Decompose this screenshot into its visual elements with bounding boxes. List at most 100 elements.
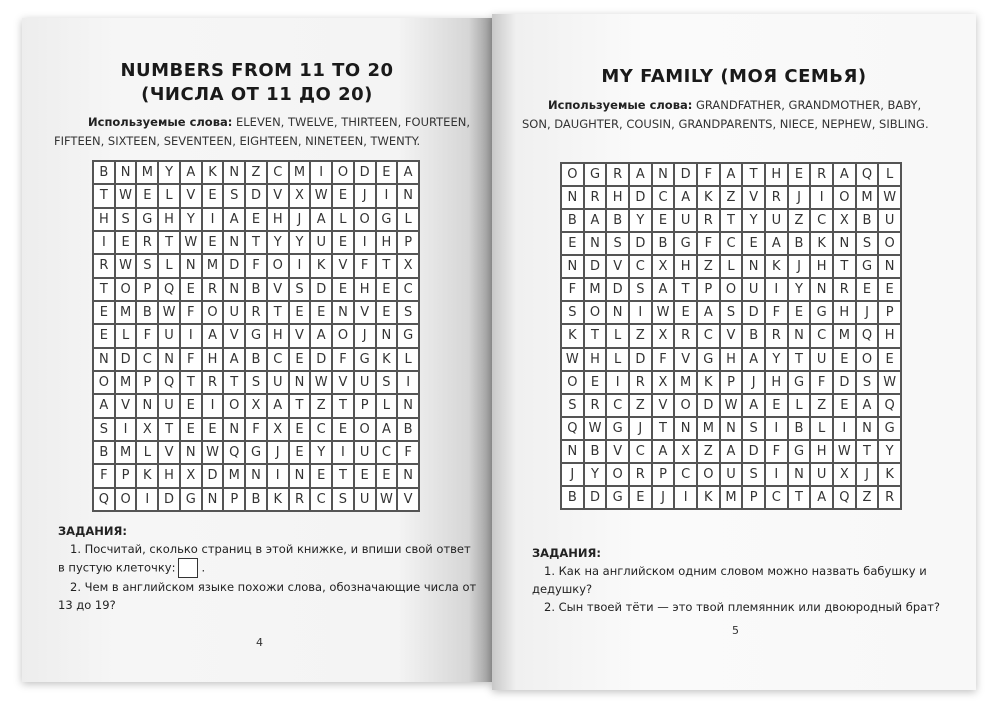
grid-cell: E [674, 301, 697, 325]
grid-cell: B [397, 417, 419, 441]
grid-cell: J [288, 207, 311, 231]
grid-cell: J [787, 186, 811, 210]
grid-cell: W [310, 184, 333, 208]
grid-cell: S [628, 278, 652, 302]
grid-cell: T [93, 184, 115, 208]
grid-cell: L [606, 324, 629, 348]
grid-cell: E [375, 464, 398, 488]
grid-cell: E [332, 231, 354, 255]
grid-cell: G [583, 163, 607, 187]
grid-cell: N [288, 371, 311, 395]
grid-cell: X [832, 462, 856, 486]
grid-cell: C [810, 209, 833, 233]
grid-cell: N [810, 278, 833, 302]
grid-cell: V [353, 301, 376, 325]
grid-cell: S [397, 301, 419, 325]
grid-cell: T [674, 278, 697, 302]
grid-cell: K [764, 255, 788, 279]
grid-cell: H [606, 186, 629, 210]
grid-cell: V [719, 324, 743, 348]
grid-cell: N [397, 184, 419, 208]
grid-cell: Z [855, 485, 879, 509]
grid-cell: F [332, 347, 354, 371]
grid-cell: E [375, 161, 398, 185]
answer-box[interactable] [178, 558, 199, 578]
grid-cell: Y [310, 441, 333, 465]
grid-cell: Q [878, 393, 901, 417]
grid-cell: A [674, 186, 697, 210]
grid-cell: E [332, 277, 354, 301]
grid-cell: G [787, 439, 811, 463]
grid-cell: R [628, 462, 652, 486]
grid-cell: H [266, 324, 289, 348]
grid-cell: C [696, 324, 720, 348]
grid-cell: T [93, 277, 115, 301]
grid-cell: E [332, 417, 354, 441]
grid-cell: E [288, 301, 311, 325]
grid-cell: H [878, 324, 901, 348]
grid-cell: A [310, 207, 333, 231]
grid-cell: Z [719, 186, 743, 210]
grid-cell: T [266, 301, 289, 325]
grid-cell: A [310, 324, 333, 348]
grid-cell: L [878, 163, 901, 187]
grid-cell: I [628, 301, 652, 325]
grid-cell: Z [787, 209, 811, 233]
grid-cell: R [878, 485, 901, 509]
grid-cell: G [878, 416, 901, 440]
grid-cell: U [158, 324, 180, 348]
grid-cell: D [696, 393, 720, 417]
grid-cell: B [245, 347, 267, 371]
grid-cell: V [606, 439, 629, 463]
grid-cell: E [201, 417, 224, 441]
grid-cell: N [397, 394, 419, 418]
grid-cell: L [606, 347, 629, 371]
grid-cell: E [179, 277, 202, 301]
grid-cell: S [606, 232, 629, 256]
grid-cell: W [179, 231, 202, 255]
grid-cell: P [114, 464, 137, 488]
grid-cell: S [719, 301, 743, 325]
grid-cell: E [878, 347, 901, 371]
grid-cell: O [561, 370, 584, 394]
grid-cell: E [114, 231, 137, 255]
grid-cell: N [179, 254, 202, 278]
grid-cell: Q [223, 441, 246, 465]
grid-cell: N [245, 464, 267, 488]
grid-cell: I [114, 417, 137, 441]
grid-cell: T [787, 485, 811, 509]
grid-cell: F [696, 232, 720, 256]
grid-cell: I [201, 394, 224, 418]
grid-cell: X [832, 209, 856, 233]
grid-cell: F [561, 278, 584, 302]
grid-cell: F [136, 324, 159, 348]
grid-cell: N [223, 417, 246, 441]
grid-cell: U [878, 209, 901, 233]
grid-cell: I [310, 161, 333, 185]
grid-cell: R [764, 186, 788, 210]
grid-cell: O [266, 254, 289, 278]
grid-cell: Y [179, 207, 202, 231]
left-words: ELEVEN, TWELVE, THIRTEEN, FOURTEEN, FIFT… [54, 115, 470, 148]
grid-cell: P [136, 371, 159, 395]
grid-cell: C [810, 324, 833, 348]
grid-cell: O [93, 371, 115, 395]
grid-cell: E [136, 184, 159, 208]
grid-cell: R [136, 231, 159, 255]
grid-cell: A [855, 393, 879, 417]
grid-cell: A [583, 209, 607, 233]
grid-cell: N [561, 186, 584, 210]
grid-cell: E [93, 301, 115, 325]
grid-cell: S [114, 207, 137, 231]
grid-cell: T [719, 209, 743, 233]
grid-cell: L [375, 394, 398, 418]
grid-cell: B [93, 161, 115, 185]
grid-cell: M [696, 416, 720, 440]
grid-cell: N [223, 277, 246, 301]
grid-cell: H [583, 347, 607, 371]
grid-cell: H [832, 301, 856, 325]
grid-cell: F [397, 441, 419, 465]
grid-cell: Q [832, 485, 856, 509]
